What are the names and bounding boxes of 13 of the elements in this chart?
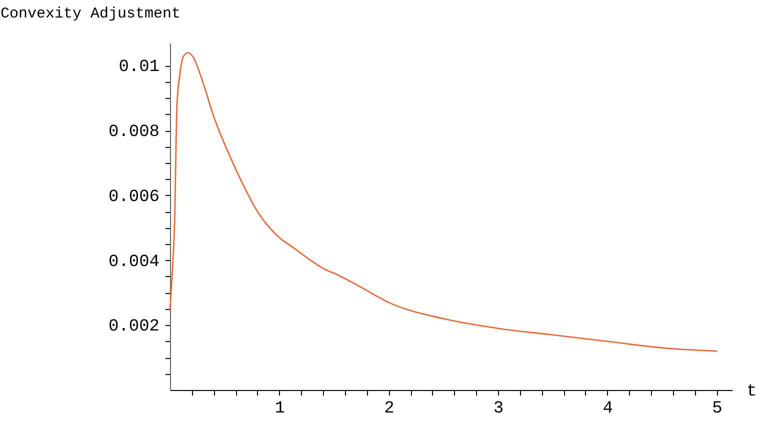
y-tick-label: 0.008 [108,123,160,142]
x-tick-label: 1 [274,400,285,418]
x-tick-label: 3 [493,400,504,418]
x-tick-label: 5 [712,400,722,418]
y-axis-title: Convexity Adjustment [0,6,181,22]
y-tick-label: 0.006 [108,188,160,207]
x-tick-label: 4 [602,400,613,418]
y-tick-label: 0.01 [118,58,160,78]
y-tick-label: 0.004 [108,252,160,272]
line-series [169,52,718,352]
y-tick-label: 0.002 [108,318,160,337]
x-tick-label: 2 [384,400,394,418]
x-axis-title: t [746,382,757,402]
